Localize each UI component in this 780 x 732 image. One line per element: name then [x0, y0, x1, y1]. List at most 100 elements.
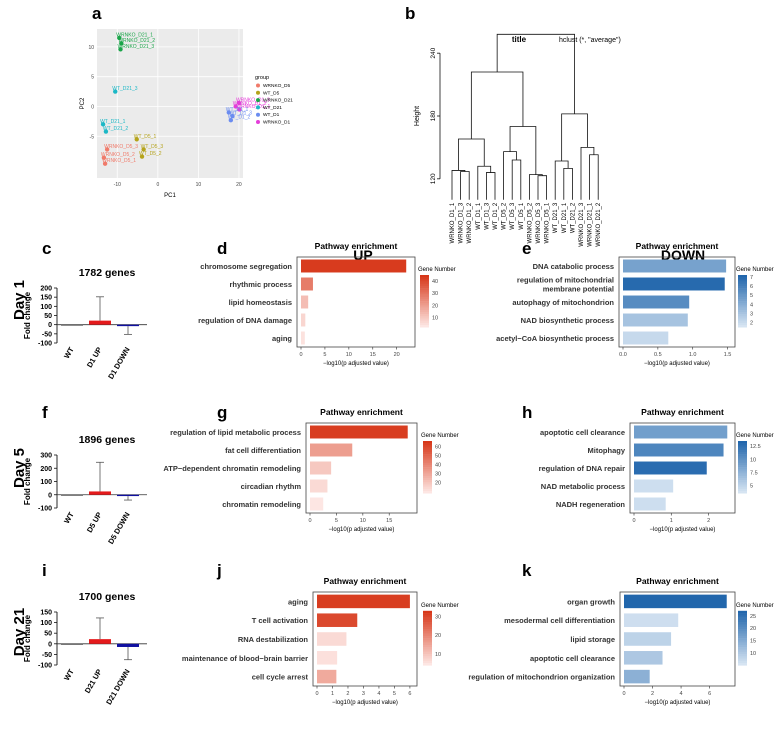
pathway-term-label: fat cell differentiation — [225, 446, 301, 455]
pathway-legend-gradient — [738, 458, 747, 461]
pathway-x-tick: 10 — [360, 518, 366, 524]
pathway-legend-gradient — [738, 283, 747, 287]
pathway-term-label: NAD biosynthetic process — [521, 316, 614, 325]
fold-change-y-tick: 150 — [40, 610, 52, 617]
dendrogram-link — [509, 126, 537, 175]
dendrogram-title: title — [512, 35, 527, 44]
pathway-legend-gradient — [738, 622, 747, 625]
pca-point-label: WRNKO_D5_2 — [101, 152, 135, 158]
pathway-legend-gradient — [420, 303, 429, 306]
pathway-term-label: T cell activation — [252, 616, 309, 625]
pathway-legend-gradient — [738, 633, 747, 637]
pathway-legend-gradient — [738, 617, 747, 621]
pathway-x-label: −log10(p adjusted value) — [329, 527, 395, 533]
pathway-x-tick: 4 — [680, 691, 683, 697]
pathway-x-tick: 15 — [386, 518, 392, 524]
pathway-legend-gradient — [423, 635, 432, 639]
dendrogram-leaf-label: WRNKO_D1_2 — [467, 202, 473, 243]
pathway-legend-gradient — [738, 615, 747, 618]
pathway-legend-gradient — [738, 298, 747, 302]
pathway-legend-tick: 7.5 — [750, 470, 758, 476]
dendrogram-link — [460, 171, 470, 200]
pathway-legend-gradient — [738, 628, 747, 632]
pathway-legend-gradient — [738, 624, 747, 628]
pathway-x-tick: 0 — [315, 691, 318, 697]
pca-x-tick: -10 — [114, 182, 121, 188]
dendrogram-link — [477, 165, 492, 200]
pathway-bar — [624, 669, 650, 684]
pathway-legend-gradient — [423, 626, 432, 630]
dendrogram-link — [529, 174, 543, 200]
pathway-legend-gradient — [738, 290, 747, 293]
pathway-term-label: apoptotic cell clearance — [540, 428, 625, 437]
pathway-bar — [623, 295, 690, 309]
pathway-x-tick: 0.0 — [619, 352, 627, 358]
pathway-term-label: rhythmic process — [229, 280, 292, 289]
fold-change-y-tick: 100 — [40, 620, 52, 627]
pathway-bar — [623, 313, 688, 327]
panel-label-j: j — [216, 561, 222, 580]
pathway-bar — [301, 331, 305, 345]
pathway-legend-gradient — [423, 475, 432, 479]
fold-change-y-tick: 0 — [48, 492, 52, 499]
pathway-term-label: regulation of lipid metabolic process — [170, 428, 301, 437]
fold-change-y-tick: 50 — [44, 631, 52, 638]
pathway-x-tick: 20 — [394, 352, 400, 358]
pathway-chart-g: Pathway enrichment regulation of lipid me… — [163, 407, 458, 533]
fold-change-category: WT — [62, 667, 76, 682]
pathway-legend-gradient — [423, 467, 432, 470]
pathway-legend-gradient — [423, 644, 432, 648]
dendrogram-link — [503, 151, 517, 200]
pathway-chart-e: Pathway enrichment DNA catabolic process r… — [496, 241, 774, 367]
pathway-legend-gradient — [423, 656, 432, 659]
pathway-legend-gradient — [420, 307, 429, 311]
pathway-legend-gradient — [738, 484, 747, 487]
pca-point-label: WT_D21_2 — [103, 126, 129, 132]
pathway-term-label: ATP−dependent chromatin remodeling — [163, 464, 301, 473]
pathway-title: Pathway enrichment — [636, 576, 719, 586]
pathway-legend-gradient — [423, 631, 432, 634]
pathway-bar — [301, 277, 313, 291]
pca-legend-entry: WRNKO_D21 — [263, 98, 293, 104]
pathway-term-label: aging — [272, 334, 292, 343]
pathway-panel-frame — [618, 256, 736, 348]
pathway-legend-gradient — [423, 469, 432, 472]
pathway-legend-tick: 20 — [432, 303, 438, 309]
pca-point — [134, 137, 139, 142]
pathway-legend-gradient — [423, 622, 432, 625]
pathway-term-label: acetyl−CoA biosynthetic process — [496, 334, 614, 343]
pathway-legend-gradient — [738, 613, 747, 616]
pathway-legend-gradient — [423, 613, 432, 616]
dendrogram-link — [561, 113, 588, 162]
pathway-bar — [623, 259, 727, 273]
pathway-legend-gradient — [738, 322, 747, 326]
pathway-x-tick: 2 — [651, 691, 654, 697]
pathway-legend-gradient — [738, 451, 747, 455]
pca-point — [237, 107, 242, 112]
pathway-legend-gradient — [738, 311, 747, 315]
fold-change-y-tick: 100 — [40, 304, 52, 311]
pathway-legend-gradient — [423, 663, 432, 666]
pathway-legend-gradient — [420, 309, 429, 313]
pathway-legend-gradient — [423, 651, 432, 655]
pathway-legend-gradient — [738, 642, 747, 646]
pathway-term-label: apoptotic cell clearance — [530, 654, 615, 663]
fold-change-chart-f: 1896 genes -100 0 100 200 300 Fold change WT D5 … — [23, 434, 147, 546]
dendrogram-leaf-label: WRNKO_D1_3 — [459, 202, 465, 243]
pathway-legend-gradient — [738, 480, 747, 483]
pathway-legend-gradient — [423, 647, 432, 650]
pathway-term-label: Mitophagy — [588, 446, 626, 455]
pathway-legend-gradient — [420, 288, 429, 291]
fold-change-y-tick: 50 — [44, 313, 52, 320]
pathway-legend-gradient — [423, 447, 432, 450]
pathway-legend-gradient — [738, 475, 747, 479]
pca-point — [233, 104, 238, 109]
pca-point — [102, 161, 108, 166]
pca-point-label: WRNKO_D1_2 — [233, 101, 267, 107]
pathway-bar — [624, 632, 672, 646]
dendrogram-link — [458, 138, 485, 171]
fold-change-y-label: Fold change — [23, 614, 32, 662]
pathway-legend-gradient — [423, 449, 432, 453]
pathway-legend-gradient — [423, 633, 432, 637]
pathway-legend-tick: 30 — [432, 291, 438, 297]
